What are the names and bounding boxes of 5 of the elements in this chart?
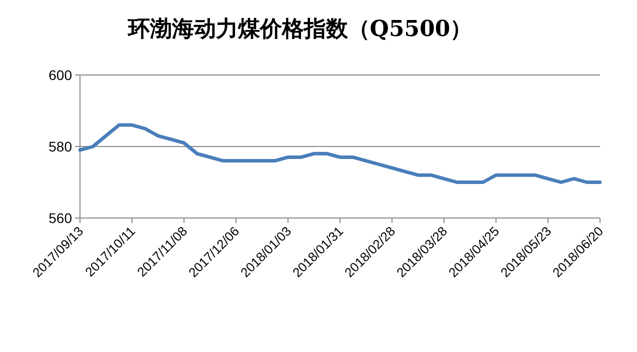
y-tick-label: 580 xyxy=(48,138,72,154)
chart-title: 环渤海动力煤价格指数（Q5500） xyxy=(126,16,472,42)
line-series xyxy=(78,123,602,184)
y-tick-label: 560 xyxy=(48,210,72,226)
y-tick-label: 600 xyxy=(48,67,72,83)
